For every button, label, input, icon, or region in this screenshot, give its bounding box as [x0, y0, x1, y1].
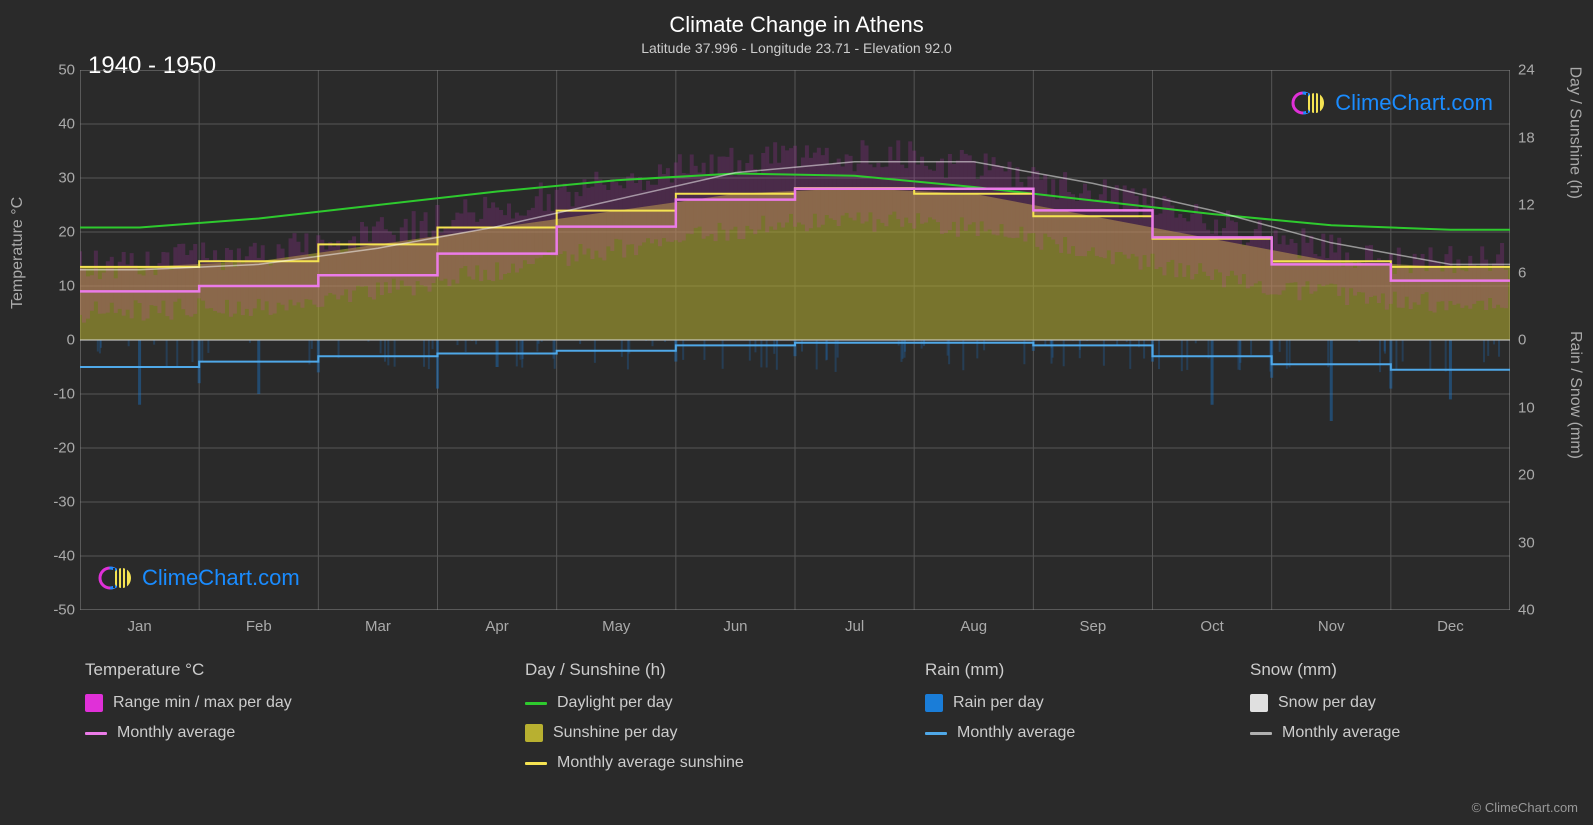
- swatch-line-icon: [85, 732, 107, 735]
- tick-left: 0: [50, 332, 75, 349]
- tick-left: 30: [50, 170, 75, 187]
- tick-left: -20: [50, 440, 75, 457]
- y-axis-right-top-label: Day / Sunshine (h): [1566, 66, 1584, 199]
- legend-header: Snow (mm): [1250, 660, 1510, 680]
- tick-right: 0: [1518, 332, 1543, 349]
- chart-title: Climate Change in Athens: [669, 12, 923, 38]
- tick-left: -40: [50, 548, 75, 565]
- tick-month: Nov: [1318, 618, 1345, 635]
- legend-label: Monthly average: [1282, 724, 1400, 742]
- tick-month: Mar: [365, 618, 391, 635]
- legend-header: Rain (mm): [925, 660, 1190, 680]
- tick-left: 20: [50, 224, 75, 241]
- tick-right: 18: [1518, 129, 1543, 146]
- tick-month: Oct: [1200, 618, 1223, 635]
- watermark-bottom: ClimeChart.com: [98, 560, 300, 596]
- legend-column: Snow (mm) Snow per day Monthly average: [1250, 660, 1510, 772]
- tick-right: 12: [1518, 197, 1543, 214]
- legend-column: Day / Sunshine (h) Daylight per day Sunshi…: [525, 660, 865, 772]
- legend-item: Rain per day: [925, 694, 1190, 712]
- legend: Temperature °C Range min / max per day Mon…: [85, 660, 1510, 772]
- swatch-line-icon: [525, 702, 547, 705]
- legend-label: Monthly average: [117, 724, 235, 742]
- swatch-box-icon: [85, 694, 103, 712]
- watermark-top: ClimeChart.com: [1291, 85, 1493, 121]
- swatch-line-icon: [925, 732, 947, 735]
- swatch-box-icon: [1250, 694, 1268, 712]
- legend-header: Temperature °C: [85, 660, 465, 680]
- tick-left: 10: [50, 278, 75, 295]
- tick-month: May: [602, 618, 630, 635]
- legend-header: Day / Sunshine (h): [525, 660, 865, 680]
- tick-left: 50: [50, 62, 75, 79]
- tick-right: 24: [1518, 62, 1543, 79]
- swatch-line-icon: [1250, 732, 1272, 735]
- legend-column: Temperature °C Range min / max per day Mon…: [85, 660, 465, 772]
- tick-right: 40: [1518, 602, 1543, 619]
- tick-month: Dec: [1437, 618, 1464, 635]
- tick-month: Apr: [485, 618, 508, 635]
- legend-label: Monthly average sunshine: [557, 754, 744, 772]
- tick-right: 30: [1518, 534, 1543, 551]
- legend-item: Monthly average: [1250, 724, 1510, 742]
- logo-icon: [98, 560, 134, 596]
- legend-item: Sunshine per day: [525, 724, 865, 742]
- legend-label: Rain per day: [953, 694, 1044, 712]
- tick-month: Jul: [845, 618, 864, 635]
- legend-label: Sunshine per day: [553, 724, 678, 742]
- tick-left: 40: [50, 116, 75, 133]
- tick-right: 10: [1518, 399, 1543, 416]
- legend-label: Daylight per day: [557, 694, 673, 712]
- swatch-box-icon: [925, 694, 943, 712]
- legend-item: Snow per day: [1250, 694, 1510, 712]
- tick-month: Jan: [127, 618, 151, 635]
- tick-month: Aug: [960, 618, 987, 635]
- watermark-text: ClimeChart.com: [1335, 90, 1493, 116]
- legend-label: Snow per day: [1278, 694, 1376, 712]
- tick-right: 20: [1518, 467, 1543, 484]
- copyright: © ClimeChart.com: [1472, 800, 1578, 815]
- chart-subtitle: Latitude 37.996 - Longitude 23.71 - Elev…: [641, 40, 952, 56]
- chart-container: Climate Change in Athens Latitude 37.996…: [0, 0, 1593, 825]
- tick-month: Sep: [1080, 618, 1107, 635]
- tick-left: -10: [50, 386, 75, 403]
- legend-label: Monthly average: [957, 724, 1075, 742]
- tick-month: Feb: [246, 618, 272, 635]
- legend-item: Daylight per day: [525, 694, 865, 712]
- tick-left: -50: [50, 602, 75, 619]
- legend-label: Range min / max per day: [113, 694, 292, 712]
- logo-icon: [1291, 85, 1327, 121]
- y-axis-right-bot-label: Rain / Snow (mm): [1566, 331, 1584, 459]
- tick-right: 6: [1518, 264, 1543, 281]
- legend-item: Range min / max per day: [85, 694, 465, 712]
- tick-month: Jun: [723, 618, 747, 635]
- swatch-line-icon: [525, 762, 547, 765]
- swatch-box-icon: [525, 724, 543, 742]
- legend-item: Monthly average sunshine: [525, 754, 865, 772]
- legend-item: Monthly average: [85, 724, 465, 742]
- plot-svg: [80, 70, 1510, 610]
- y-axis-left-label: Temperature °C: [9, 197, 27, 309]
- watermark-text: ClimeChart.com: [142, 565, 300, 591]
- legend-item: Monthly average: [925, 724, 1190, 742]
- legend-column: Rain (mm) Rain per day Monthly average: [925, 660, 1190, 772]
- tick-left: -30: [50, 494, 75, 511]
